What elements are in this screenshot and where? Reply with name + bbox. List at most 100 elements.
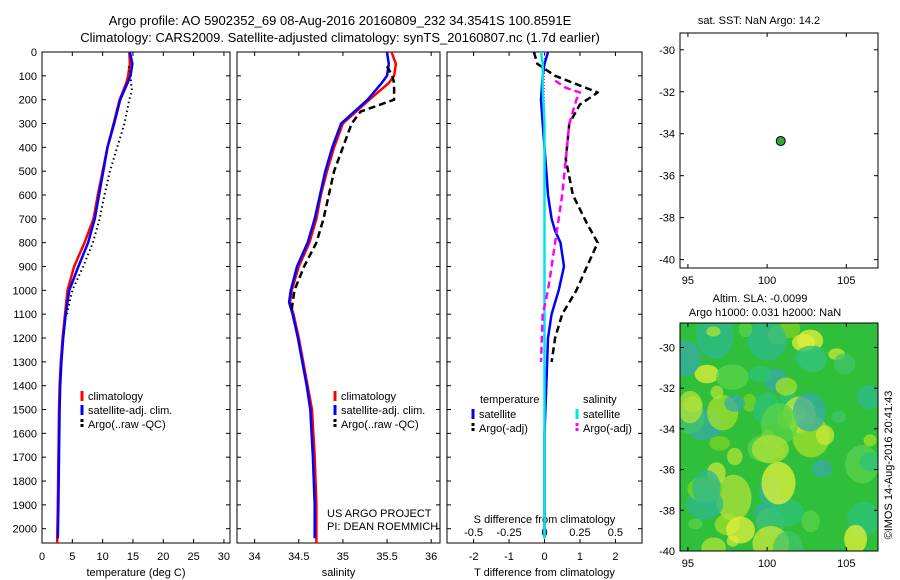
- heatmap-cell: [742, 393, 757, 412]
- plot-frame: [236, 51, 441, 544]
- x-tick-label: 36: [425, 551, 437, 563]
- legend-label: satellite-adj. clim.: [341, 405, 425, 417]
- x-tick-label: 34.5: [288, 551, 309, 563]
- series-satellite-adj-clim-: [287, 51, 391, 539]
- y-tick-label: 600: [19, 190, 37, 202]
- credit-project: US ARGO PROJECT: [327, 508, 432, 520]
- y-tick-label: 1500: [13, 405, 37, 417]
- x2-tick-label: -0.25: [497, 527, 522, 539]
- heatmap-cell: [863, 434, 877, 447]
- x-tick-label: 35: [337, 551, 349, 563]
- series-satellite-adj-clim-: [56, 51, 134, 539]
- x-axis-label: T difference from climatology: [474, 567, 615, 579]
- x-tick-label: 100: [758, 558, 776, 570]
- x-tick-label: 5: [69, 551, 75, 563]
- y-tick-label: -34: [659, 424, 675, 436]
- legend-label: climatology: [341, 391, 397, 403]
- y-tick-label: -38: [659, 213, 675, 225]
- heatmap-cells: [680, 323, 878, 551]
- heatmap-cell: [738, 323, 753, 338]
- heatmap-cell: [775, 377, 798, 396]
- series-climatology: [288, 51, 398, 543]
- y-tick-label: -32: [659, 383, 675, 395]
- y-tick-label: 300: [19, 119, 37, 131]
- credit-pi: PI: DEAN ROEMMICH: [327, 521, 438, 533]
- legend-label: Argo(..raw -QC): [88, 419, 166, 431]
- series-temperature-argo-adj-: [532, 51, 599, 363]
- heatmap-cell: [831, 411, 847, 423]
- x-tick-label: 100: [758, 275, 776, 287]
- sst-map-title: sat. SST: NaN Argo: 14.2: [698, 15, 820, 27]
- series-salinity-argo-adj-: [539, 79, 582, 362]
- plot-frame: [41, 51, 231, 544]
- y-tick-label: 900: [19, 262, 37, 274]
- x-tick-label: 0: [541, 551, 547, 563]
- heatmap-cell: [680, 390, 703, 424]
- x2-tick-label: 0.25: [569, 527, 590, 539]
- salinity-panel: 34 34.5 35 35.5 36 salinity climatology satelli…: [236, 51, 441, 579]
- x-tick-label: 15: [127, 551, 139, 563]
- sla-map-panel: -30 -32 -34 -36 -38 -40 95 100 105: [659, 322, 879, 570]
- y-tick-label: 0: [31, 47, 37, 59]
- y-tick-label: -32: [659, 87, 675, 99]
- argo-float-marker: [775, 136, 786, 147]
- map-frame: [679, 322, 879, 552]
- x-tick-label: 25: [187, 551, 199, 563]
- x-tick-label: 1: [577, 551, 583, 563]
- difference-panel: -2 -1 0 1 2 T difference from climatology -0.5…: [446, 51, 643, 579]
- y-tick-label: 400: [19, 142, 37, 154]
- x-tick-label: 20: [157, 551, 169, 563]
- heatmap-cell: [748, 365, 772, 383]
- series-salinity-satellite: [539, 51, 546, 539]
- heatmap-cell: [751, 435, 789, 464]
- heatmap-cell: [695, 323, 734, 359]
- legend-header-temperature: temperature: [480, 394, 539, 406]
- y-tick-label: -38: [659, 505, 675, 517]
- heatmap-cell: [761, 461, 796, 505]
- heatmap-cell: [761, 403, 798, 446]
- x-tick-label: 105: [837, 558, 855, 570]
- heatmap-cell: [715, 474, 752, 521]
- heatmap-cell: [710, 385, 724, 400]
- heatmap-cell: [801, 510, 820, 533]
- y-tick-label: 1000: [13, 285, 37, 297]
- heatmap-cell: [859, 452, 878, 472]
- y-tick-label: 800: [19, 238, 37, 250]
- heatmap-cell: [844, 524, 867, 551]
- heatmap-cell: [680, 340, 701, 376]
- y-tick-label: 1900: [13, 500, 37, 512]
- heatmap-cell: [773, 530, 803, 551]
- y-tick-label: 1600: [13, 428, 37, 440]
- y-tick-label: -34: [659, 129, 675, 141]
- y-tick-label: 1200: [13, 333, 37, 345]
- x-tick-label: 105: [837, 275, 855, 287]
- y-tick-label: 1400: [13, 381, 37, 393]
- y-tick-label: -40: [659, 546, 675, 558]
- legend-label: Argo(..raw -QC): [341, 419, 419, 431]
- legend-label: Argo(-adj): [479, 423, 528, 435]
- legend-header-salinity: salinity: [583, 394, 617, 406]
- series-argo-raw-qc-: [65, 66, 133, 315]
- y-tick-label: 2000: [13, 524, 37, 536]
- y-tick-label: 1300: [13, 357, 37, 369]
- x-tick-label: 95: [682, 558, 694, 570]
- figure-title-line1: Argo profile: AO 5902352_69 08-Aug-2016 …: [109, 13, 572, 28]
- legend-label: Argo(-adj): [583, 423, 632, 435]
- y-tick-label: 1800: [13, 476, 37, 488]
- heatmap-cell: [812, 459, 832, 478]
- x-axis-label: salinity: [322, 567, 356, 579]
- y-tick-label: 700: [19, 214, 37, 226]
- x-tick-label: 95: [682, 275, 694, 287]
- x-axis-label: temperature (deg C): [86, 567, 185, 579]
- legend-label: satellite: [479, 409, 516, 421]
- y-tick-label: -40: [659, 255, 675, 267]
- heatmap-cell: [715, 364, 749, 390]
- x-tick-label: 2: [612, 551, 618, 563]
- sst-map-panel: -30 -32 -34 -36 -38 -40 95 100 105: [659, 32, 879, 287]
- x2-tick-label: 0.5: [608, 527, 623, 539]
- legend-label: satellite: [583, 409, 620, 421]
- legend-label: climatology: [88, 391, 144, 403]
- figure-title-line2: Climatology: CARS2009. Satellite-adjuste…: [80, 30, 600, 45]
- x2-tick-label: -0.5: [464, 527, 483, 539]
